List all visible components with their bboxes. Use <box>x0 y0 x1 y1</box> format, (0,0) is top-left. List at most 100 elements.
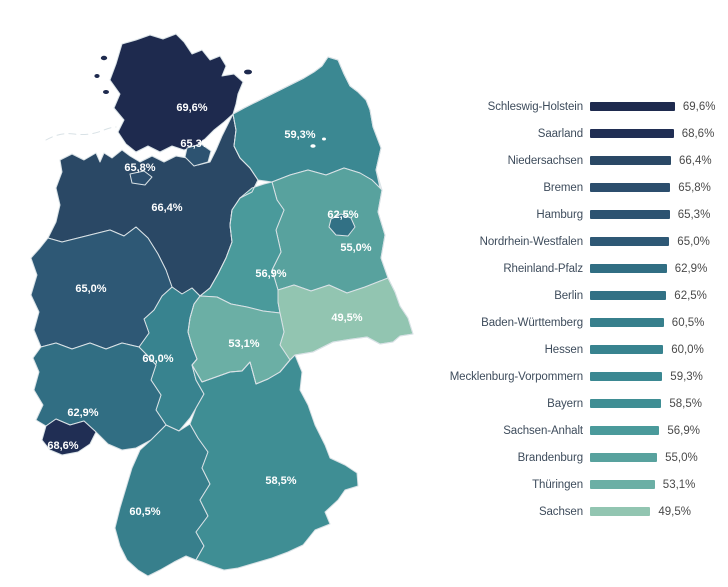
chart-row-label: Bayern <box>547 397 583 410</box>
chart-row-label: Saarland <box>537 127 583 140</box>
chart-row-saarland: Saarland 68,6% <box>441 120 716 147</box>
chart-row-label: Mecklenburg-Vorpommern <box>449 370 583 383</box>
chart-row-value: 68,6% <box>681 127 715 140</box>
chart-row-label: Schleswig-Holstein <box>487 100 583 113</box>
chart-row-value: 65,0% <box>677 235 710 248</box>
chart-row-value: 65,8% <box>678 181 711 194</box>
chart-row-bar <box>590 507 651 516</box>
state-hamburg <box>184 143 212 167</box>
map-value-label-brandenburg: 55,0% <box>340 242 371 254</box>
map-value-label-thueringen: 53,1% <box>228 338 259 350</box>
chart-row-sachsen-anhalt: Sachsen-Anhalt 56,9% <box>441 417 716 444</box>
east-frisian-islands <box>45 126 117 141</box>
map-value-label-baden-wuerttemberg: 60,5% <box>129 506 160 518</box>
chart-row-bar <box>590 453 658 462</box>
map-value-label-hamburg: 65,3% <box>180 138 211 150</box>
chart-row-bar <box>590 183 671 192</box>
chart-row-label: Niedersachsen <box>507 154 584 167</box>
chart-row-value: 60,5% <box>671 316 705 329</box>
chart-row-hamburg: Hamburg 65,3% <box>441 201 716 228</box>
chart-row-bar <box>590 399 662 408</box>
chart-row-hessen: Hessen 60,0% <box>441 336 716 363</box>
chart-row-label: Sachsen <box>538 505 583 518</box>
fehmarn-island <box>244 69 252 75</box>
map-value-label-saarland: 68,6% <box>47 440 78 452</box>
lake <box>322 137 326 141</box>
map-value-label-bayern: 58,5% <box>265 475 296 487</box>
state-brandenburg <box>271 167 389 294</box>
map-value-label-sachsen: 49,5% <box>331 312 362 324</box>
chart-row-bar <box>590 318 664 327</box>
state-saarland <box>41 418 97 456</box>
chart-row-bremen: Bremen 65,8% <box>441 174 716 201</box>
state-nordrhein-westfalen <box>30 226 173 350</box>
chart-row-value: 69,6% <box>682 100 716 113</box>
chart-row-bar <box>590 426 660 435</box>
state-schleswig-holstein <box>109 33 244 153</box>
chart-row-nordrhein-westfalen: Nordrhein-Westfalen 65,0% <box>441 228 716 255</box>
chart-row-bar <box>590 264 667 273</box>
chart-row-value: 65,3% <box>677 208 711 221</box>
chart-row-value: 60,0% <box>671 343 704 356</box>
map-value-label-bremen: 65,8% <box>124 162 155 174</box>
chart-row-value: 59,3% <box>670 370 703 383</box>
chart-row-niedersachsen: Niedersachsen 66,4% <box>441 147 716 174</box>
chart-row-label: Nordrhein-Westfalen <box>479 235 583 248</box>
chart-row-bar <box>590 291 667 300</box>
chart-row-value: 53,1% <box>662 478 696 491</box>
chart-row-bar <box>590 372 663 381</box>
chart-row-schleswig-holstein: Schleswig-Holstein 69,6% <box>441 93 716 120</box>
bar-chart: Schleswig-Holstein 69,6% Saarland 68,6% Nied… <box>441 93 716 525</box>
map-value-label-hessen: 60,0% <box>142 353 173 365</box>
chart-row-thueringen: Thüringen 53,1% <box>441 471 716 498</box>
chart-row-value: 49,5% <box>658 505 691 518</box>
chart-row-label: Berlin <box>554 289 583 302</box>
map-value-label-rheinland-pfalz: 62,9% <box>67 407 98 419</box>
chart-row-bar <box>590 156 671 165</box>
chart-row-label: Hamburg <box>536 208 583 221</box>
map-value-label-schleswig-holstein: 69,6% <box>176 102 207 114</box>
north-frisian-island <box>103 90 109 94</box>
chart-row-label: Bremen <box>543 181 583 194</box>
chart-row-label: Sachsen-Anhalt <box>503 424 583 437</box>
chart-row-label: Baden-Württemberg <box>481 316 583 329</box>
state-bremen <box>129 170 153 186</box>
east-germany-border-outline <box>187 56 414 385</box>
chart-row-baden-wuerttemberg: Baden-Württemberg 60,5% <box>441 309 716 336</box>
map-value-label-mecklenburg-vorpommern: 59,3% <box>284 129 315 141</box>
chart-row-label: Thüringen <box>532 478 583 491</box>
north-frisian-island <box>94 74 100 78</box>
chart-row-sachsen: Sachsen 49,5% <box>441 498 716 525</box>
map-value-labels: 69,6% 68,6% 66,4% 65,8% 65,3% 65,0% 62,9% 62,5%… <box>47 102 371 518</box>
chart-row-mecklenburg-vorpommern: Mecklenburg-Vorpommern 59,3% <box>441 363 716 390</box>
chart-row-bar <box>590 210 670 219</box>
map-value-label-sachsen-anhalt: 56,9% <box>255 268 286 280</box>
chart-row-bar <box>590 345 664 354</box>
map-value-label-nordrhein-westfalen: 65,0% <box>75 283 106 295</box>
chart-row-rheinland-pfalz: Rheinland-Pfalz 62,9% <box>441 255 716 282</box>
chart-row-value: 58,5% <box>669 397 702 410</box>
chart-row-bar <box>590 480 655 489</box>
map-value-label-niedersachsen: 66,4% <box>151 202 182 214</box>
chart-row-brandenburg: Brandenburg 55,0% <box>441 444 716 471</box>
chart-row-bar <box>590 129 674 138</box>
chart-row-value: 62,9% <box>674 262 708 275</box>
map-value-label-berlin: 62,5% <box>327 209 358 221</box>
chart-row-label: Brandenburg <box>517 451 584 464</box>
chart-row-value: 62,5% <box>674 289 707 302</box>
chart-row-value: 55,0% <box>665 451 698 464</box>
chart-row-bar <box>590 237 670 246</box>
chart-row-value: 66,4% <box>679 154 712 167</box>
lake <box>310 144 316 148</box>
chart-row-label: Rheinland-Pfalz <box>503 262 583 275</box>
state-berlin <box>328 213 356 237</box>
chart-row-bar <box>590 102 675 111</box>
chart-row-label: Hessen <box>544 343 584 356</box>
state-bayern <box>189 354 359 571</box>
chart-row-value: 56,9% <box>667 424 700 437</box>
germany-choropleth-map: 69,6% 68,6% 66,4% 65,8% 65,3% 65,0% 62,9% 62,5%… <box>30 33 414 577</box>
north-frisian-island <box>100 55 108 61</box>
chart-row-bayern: Bayern 58,5% <box>441 390 716 417</box>
chart-row-berlin: Berlin 62,5% <box>441 282 716 309</box>
